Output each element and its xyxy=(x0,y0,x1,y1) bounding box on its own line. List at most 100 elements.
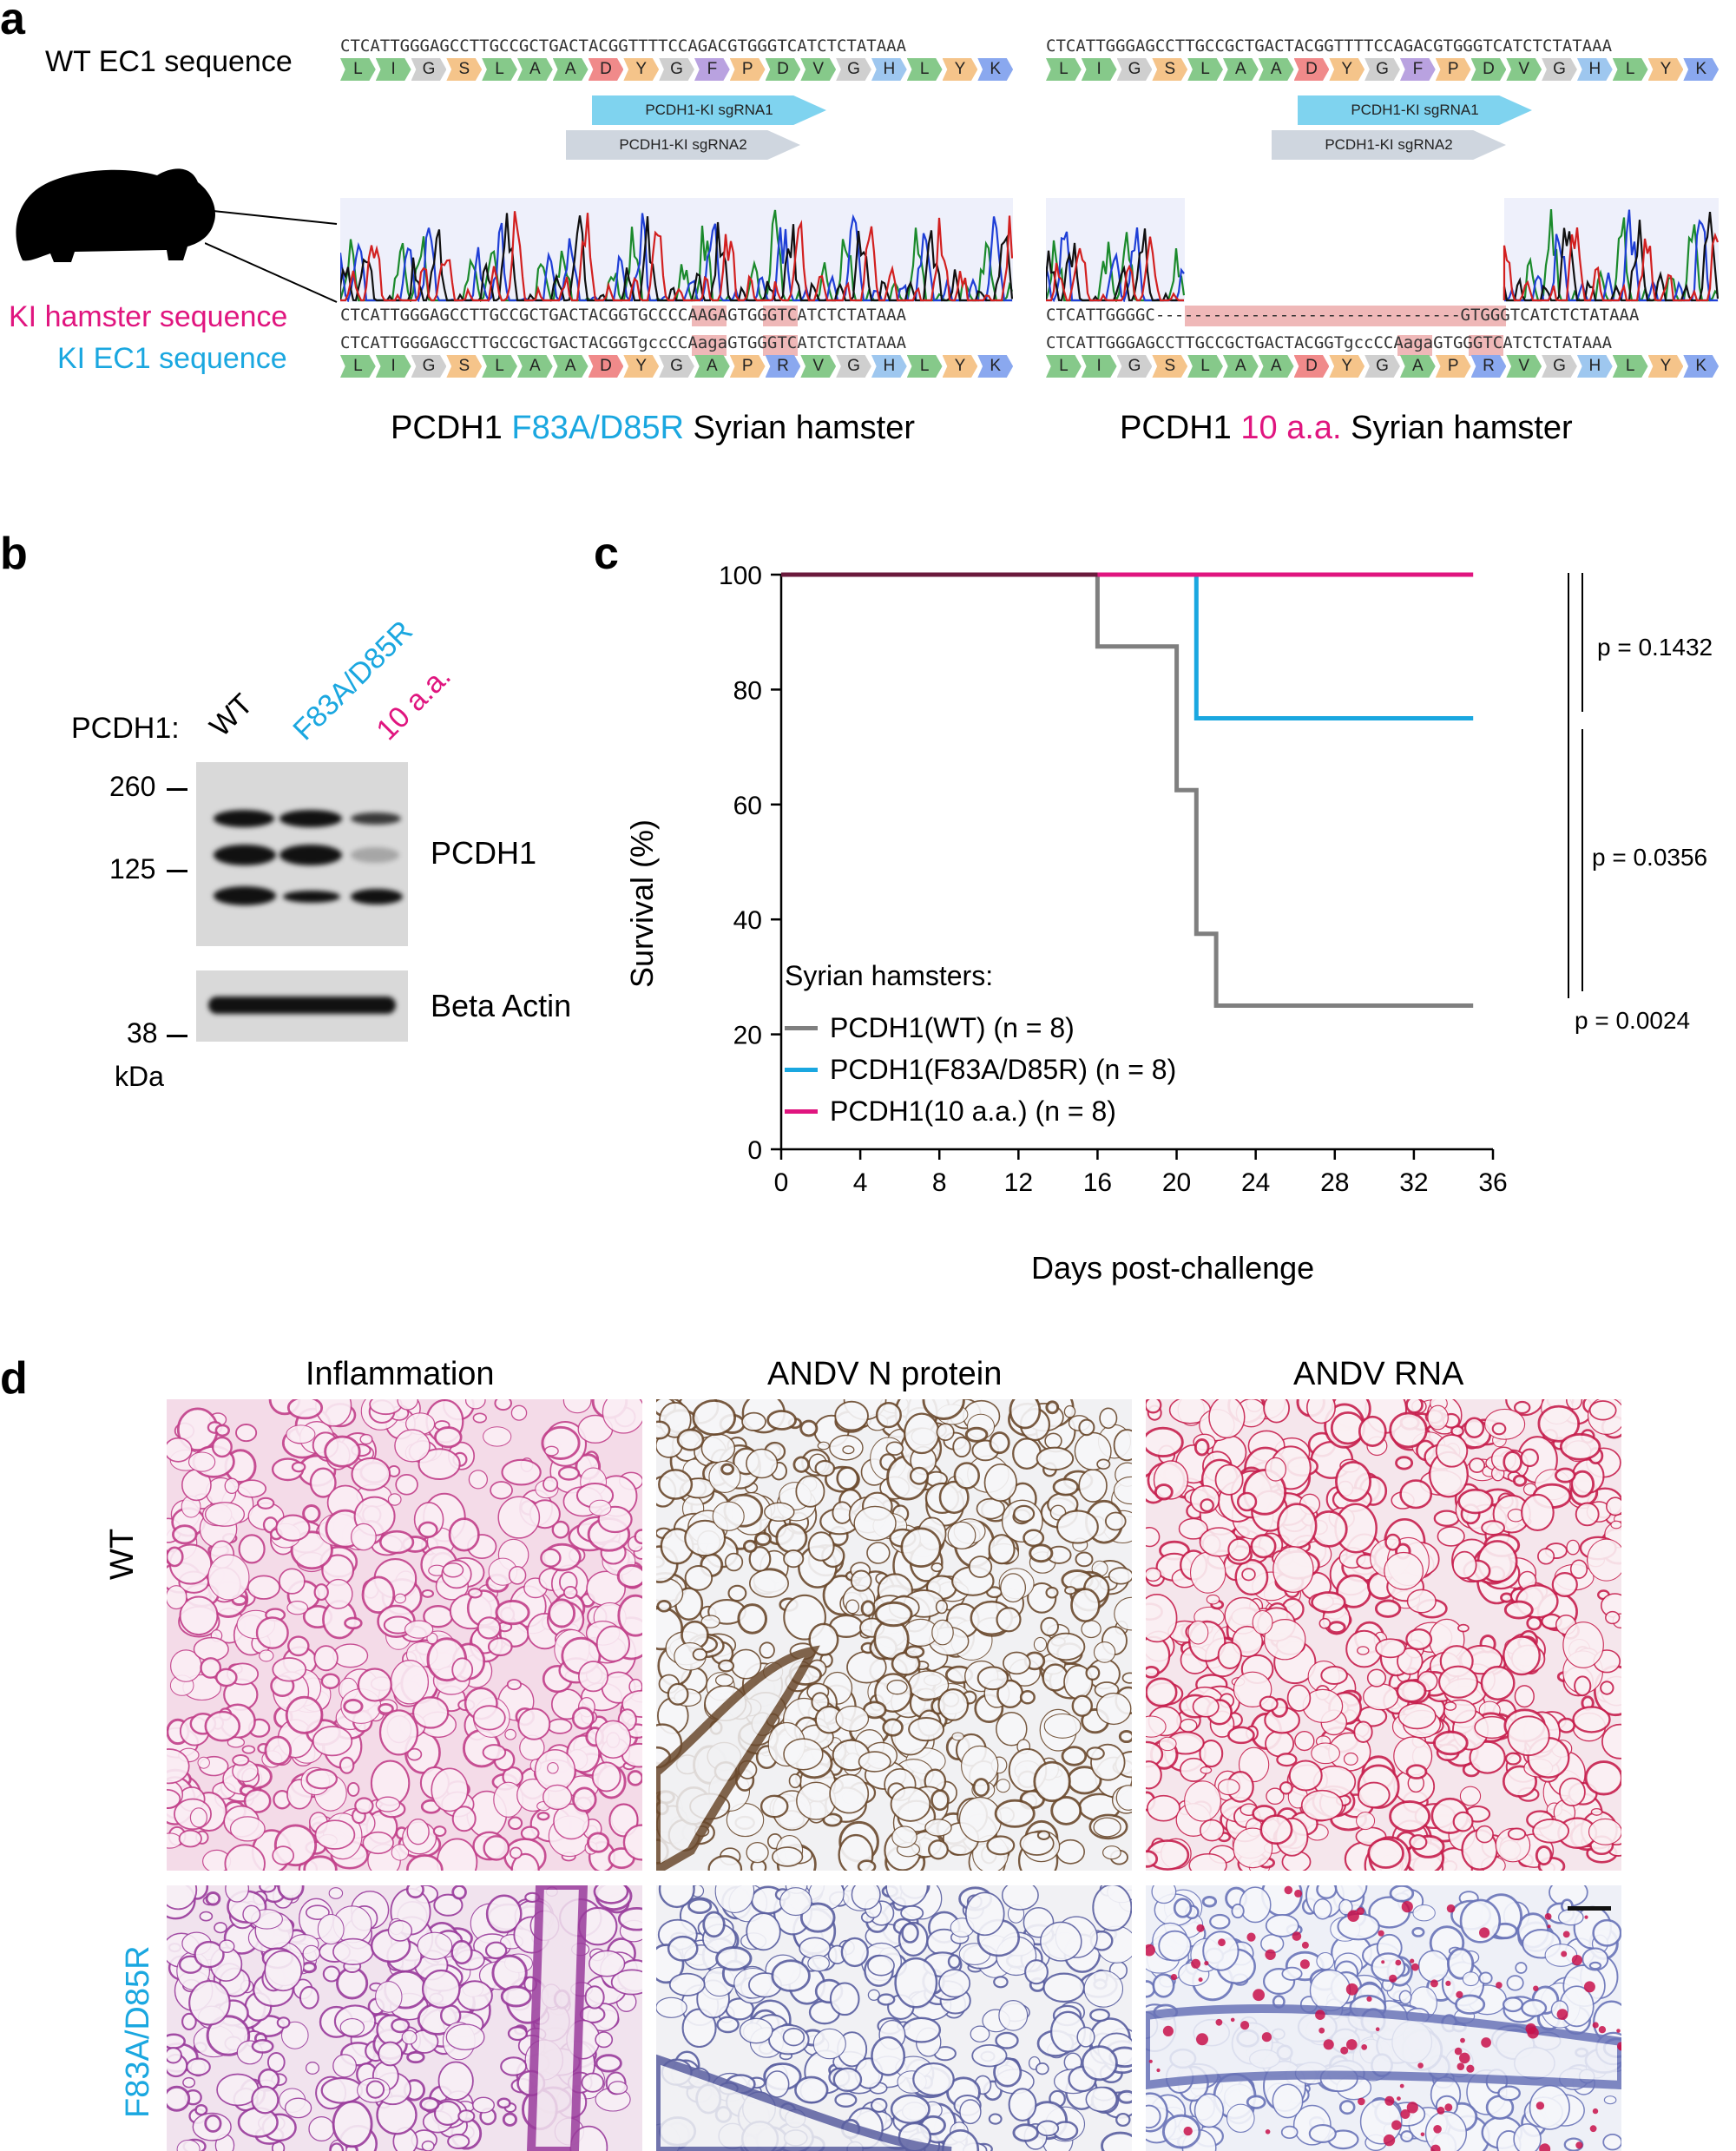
alveolus xyxy=(970,2025,990,2042)
alveolus xyxy=(764,1502,795,1523)
alveolus xyxy=(1019,1690,1036,1705)
rna-stain-spot xyxy=(1457,2062,1465,2070)
alveolus xyxy=(860,1600,876,1617)
alveolus xyxy=(394,1593,406,1604)
alveolus xyxy=(1405,1764,1428,1779)
rna-stain-spot xyxy=(1547,1924,1551,1929)
alveolus xyxy=(867,1955,895,1977)
rna-stain-spot xyxy=(1533,1985,1539,1991)
alveolus xyxy=(667,1682,689,1706)
alveolus xyxy=(850,1569,872,1592)
alveolus xyxy=(1389,1799,1431,1832)
aa-cell: F xyxy=(1399,58,1436,81)
legend-swatch-wt xyxy=(785,1025,818,1030)
alveolus xyxy=(1151,1885,1177,1904)
alveolus xyxy=(171,1524,198,1545)
alveolus xyxy=(494,1399,512,1411)
alveolus xyxy=(332,2100,373,2148)
alveolus xyxy=(1306,1399,1336,1424)
alveolus xyxy=(783,1738,824,1771)
aa-cell: P xyxy=(1435,355,1471,378)
legend-item-wt: PCDH1(WT) (n = 8) xyxy=(785,1007,1176,1049)
alveolus xyxy=(1529,2084,1570,2130)
alveolus xyxy=(543,1445,559,1457)
histology-f83a-inflammation xyxy=(167,1885,642,2151)
rna-stain-spot xyxy=(1347,1910,1359,1922)
alveolus xyxy=(362,1831,394,1855)
marker-125-tick xyxy=(167,870,187,872)
alveolus xyxy=(167,1546,184,1568)
alveolus xyxy=(658,1469,694,1500)
alveolus xyxy=(1562,1621,1604,1668)
ki-hamster-label: KI hamster sequence xyxy=(9,300,288,333)
rna-stain-spot xyxy=(1401,1901,1413,1913)
rna-stain-spot xyxy=(1391,2120,1402,2130)
alveolus xyxy=(716,2016,740,2034)
aa-cell: A xyxy=(552,58,589,81)
alveolus xyxy=(1201,1895,1218,1908)
alveolus xyxy=(350,1523,377,1551)
alveolus xyxy=(989,1431,1010,1455)
wt-dna-right: CTCATTGGGAGCCTTGCCGCTGACTACGGTTTTCCAGACG… xyxy=(1046,36,1613,56)
alveolus xyxy=(477,1616,502,1640)
chromatogram-trace xyxy=(1046,227,1719,302)
ki-ec1-left: CTCATTGGGAGCCTTGCCGCTGACTACGGTgccCCAagaG… xyxy=(340,333,907,352)
alveolus xyxy=(775,1523,808,1554)
alveolus xyxy=(1036,1830,1051,1840)
alveolus xyxy=(834,1400,869,1431)
rna-stain-spot xyxy=(1592,2022,1599,2029)
highlight-gcc-ec1-left xyxy=(692,335,727,356)
alveolus xyxy=(1384,1551,1424,1590)
alveolus xyxy=(874,1601,913,1628)
alveolus xyxy=(421,1969,461,2009)
alveolus xyxy=(931,1619,954,1646)
aa-cell: G xyxy=(1364,355,1400,378)
histology-wt-inflammation xyxy=(167,1399,642,1871)
alveolus xyxy=(1537,1404,1581,1443)
alveolus xyxy=(749,1569,790,1598)
alveolus xyxy=(1179,1718,1198,1733)
aa-cell: I xyxy=(375,355,411,378)
alveolus xyxy=(1316,1885,1338,1899)
alveolus xyxy=(1265,1730,1295,1758)
alveolus xyxy=(167,2085,191,2112)
alveolus xyxy=(432,1825,447,1838)
alveolus xyxy=(433,1893,464,1917)
alveolus xyxy=(1118,1729,1132,1744)
alveolus xyxy=(799,1902,836,1933)
alveolus xyxy=(343,1698,364,1714)
alveolus xyxy=(450,1939,473,1965)
band xyxy=(214,886,276,905)
alveolus xyxy=(1045,1586,1059,1599)
alveolus xyxy=(1368,1896,1410,1929)
alveolus xyxy=(232,1754,250,1766)
alveolus xyxy=(1096,1458,1111,1470)
y-tick-label: 20 xyxy=(733,1022,762,1050)
alveolus xyxy=(395,1474,418,1496)
alveolus xyxy=(1334,1460,1371,1503)
alveolus xyxy=(186,2057,211,2076)
alveolus xyxy=(299,1985,319,2010)
alveolus xyxy=(1099,1407,1118,1430)
aa-cell: G xyxy=(659,355,694,378)
alveolus xyxy=(332,1937,374,1966)
alveolus xyxy=(1095,1692,1132,1726)
alveolus xyxy=(1113,1476,1132,1505)
alveolus xyxy=(1146,1426,1184,1458)
band xyxy=(208,997,396,1014)
band xyxy=(351,812,401,825)
alveolus xyxy=(1078,1418,1095,1437)
deletion-highlight xyxy=(1185,306,1506,326)
x-tick-label: 8 xyxy=(932,1168,947,1197)
aa-cell: V xyxy=(800,355,837,378)
alveolus xyxy=(870,2097,888,2113)
alveolus xyxy=(207,1554,250,1601)
alveolus xyxy=(406,1747,423,1761)
x-tick-label: 16 xyxy=(1083,1168,1112,1197)
alveolus xyxy=(1443,1701,1457,1711)
rna-stain-spot xyxy=(1444,2103,1453,2112)
alveolus xyxy=(235,1424,258,1443)
alveolus xyxy=(1188,1852,1227,1871)
rna-stain-spot xyxy=(1261,2032,1272,2042)
alveolus xyxy=(842,1445,855,1455)
